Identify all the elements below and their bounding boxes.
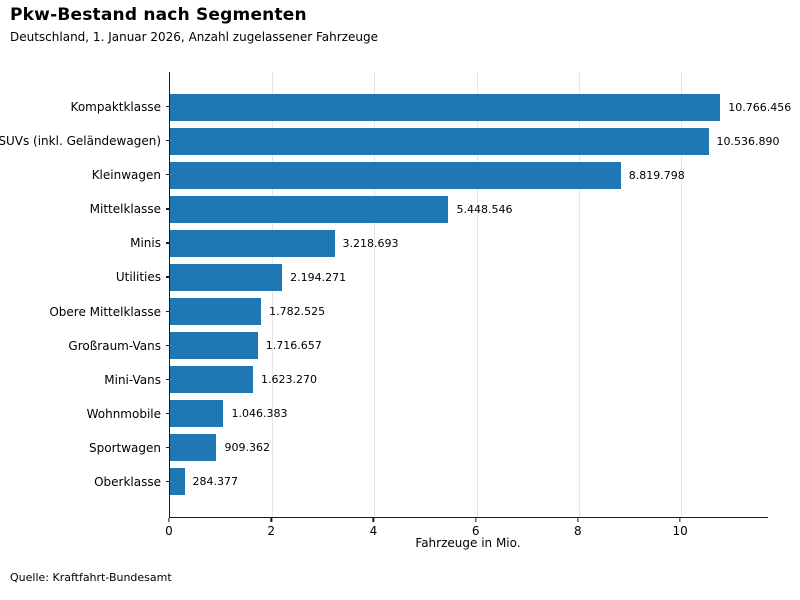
bar (170, 161, 621, 189)
bar-row: Obere Mittelklasse 1.782.525 (49, 294, 768, 328)
value-label: 1.716.657 (265, 339, 322, 353)
bar-row: Mini-Vans 1.623.270 (104, 363, 768, 397)
y-tick-mark (166, 140, 170, 142)
bar-row: Großraum-Vans 1.716.657 (68, 329, 768, 363)
y-tick-mark (166, 412, 170, 415)
gridline (476, 72, 478, 517)
category-label: SUVs (inkl. Geländewagen) (0, 134, 161, 149)
x-tick-mark (577, 518, 579, 522)
bar (170, 195, 449, 223)
bar (170, 229, 335, 257)
bar (170, 366, 253, 394)
x-tick-label: 2 (267, 524, 276, 538)
bar-row: Kleinwagen 8.819.798 (92, 158, 768, 192)
bar-row: Wohnmobile 1.046.383 (87, 397, 768, 431)
value-label: 5.448.546 (456, 202, 513, 216)
bar (170, 263, 283, 291)
category-label: Mittelklasse (89, 202, 161, 217)
bar (170, 332, 258, 360)
value-label: 1.046.383 (231, 407, 288, 421)
x-tick-label: 6 (471, 524, 480, 538)
bar (170, 400, 224, 428)
bar (170, 298, 262, 325)
gridline (578, 72, 580, 517)
bar-row: Oberklasse 284.377 (94, 465, 768, 499)
category-label: Sportwagen (89, 440, 161, 455)
bar-row: Utilities 2.194.271 (116, 260, 768, 294)
bar-row: SUVs (inkl. Geländewagen) 10.536.890 (0, 124, 780, 158)
value-label: 10.536.890 (716, 134, 780, 148)
value-label: 3.218.693 (342, 236, 399, 250)
x-axis-label: Fahrzeuge in Mio. (415, 536, 521, 550)
y-tick-mark (166, 446, 170, 449)
source-note: Quelle: Kraftfahrt-Bundesamt (10, 571, 172, 584)
category-label: Utilities (115, 270, 161, 285)
category-label: Kleinwagen (91, 168, 161, 183)
value-label: 1.623.270 (260, 373, 317, 387)
category-label: Großraum-Vans (68, 338, 161, 353)
x-tick-label: 10 (672, 524, 688, 538)
gridline (272, 72, 274, 517)
value-label: 2.194.271 (290, 270, 347, 284)
bar-row: Sportwagen 909.362 (89, 431, 768, 465)
plot-area: Kompaktklasse 10.766.456 SUVs (inkl. Gelän… (0, 72, 791, 518)
value-label: 10.766.456 (728, 100, 792, 114)
bar (170, 434, 217, 462)
bar-row: Minis 3.218.693 (130, 226, 768, 260)
x-tick-label: 0 (165, 524, 173, 538)
value-label: 909.362 (224, 441, 270, 455)
x-axis: 0 2 4 6 8 10 (165, 517, 767, 543)
bar (170, 468, 185, 496)
x-tick-mark (679, 518, 681, 522)
x-tick-mark (168, 518, 170, 522)
x-tick-label: 4 (369, 524, 378, 538)
x-tick-mark (475, 518, 477, 522)
bar-row: Kompaktklasse 10.766.456 (71, 90, 791, 124)
gridline (681, 72, 683, 517)
category-label: Wohnmobile (86, 406, 161, 421)
bar-rows: Kompaktklasse 10.766.456 SUVs (inkl. Gelän… (0, 72, 791, 517)
bar-row: Mittelklasse 5.448.546 (90, 192, 768, 226)
y-tick-mark (166, 276, 170, 278)
bar (170, 93, 721, 121)
y-tick-mark (166, 480, 170, 483)
category-label: Minis (130, 236, 161, 251)
chart-title: Pkw-Bestand nach Segmenten (10, 5, 307, 25)
category-label: Mini-Vans (104, 372, 161, 387)
x-tick-mark (270, 518, 272, 522)
gridline (374, 72, 376, 517)
bar (170, 127, 709, 155)
value-label: 284.377 (192, 475, 239, 489)
y-tick-mark (166, 344, 170, 346)
y-tick-mark (166, 310, 170, 312)
y-tick-mark (166, 242, 170, 244)
y-tick-mark (166, 208, 170, 210)
category-label: Kompaktklasse (70, 100, 161, 115)
category-label: Obere Mittelklasse (49, 304, 161, 319)
y-tick-mark (166, 378, 170, 380)
y-tick-mark (166, 106, 170, 108)
x-tick-label: 8 (574, 524, 582, 538)
value-label: 8.819.798 (628, 168, 685, 182)
y-tick-mark (166, 174, 170, 176)
chart-subtitle: Deutschland, 1. Januar 2026, Anzahl zuge… (10, 30, 378, 44)
value-label: 1.782.525 (269, 305, 326, 318)
category-label: Oberklasse (94, 474, 161, 489)
x-tick-mark (372, 518, 375, 522)
